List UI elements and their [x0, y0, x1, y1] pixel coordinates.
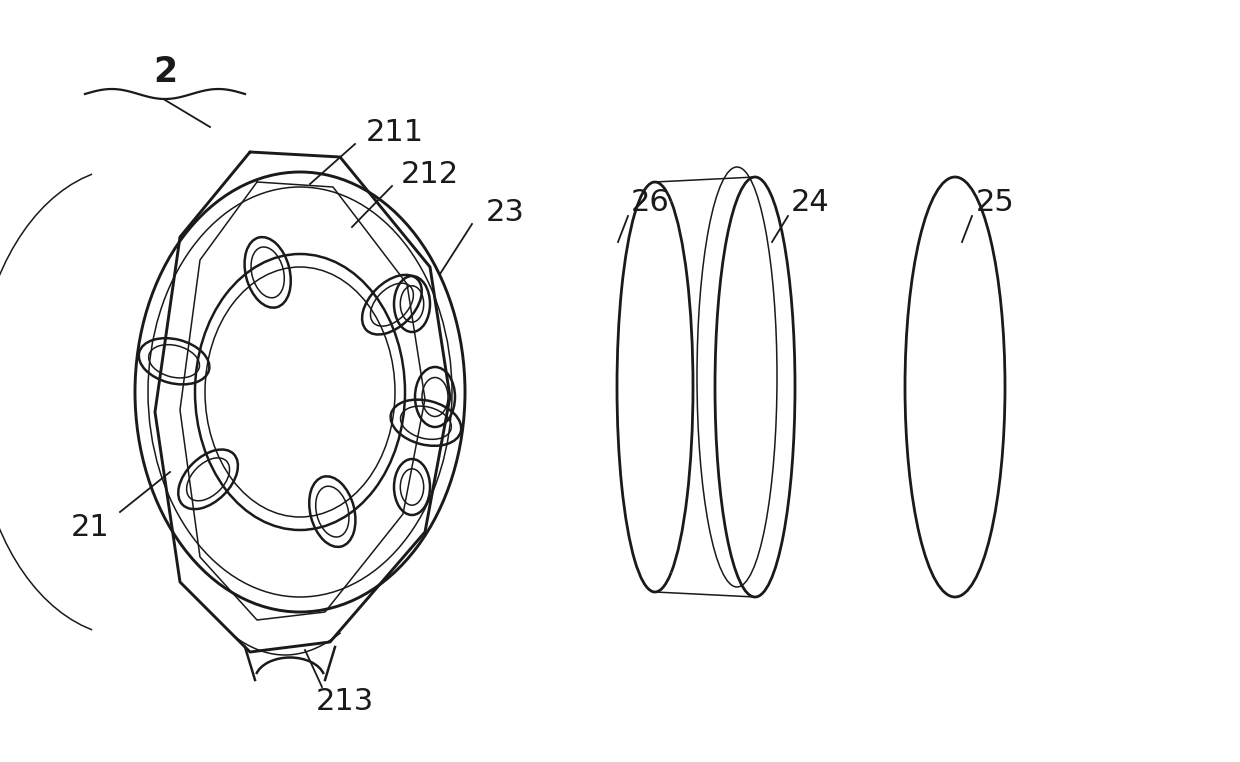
Text: 25: 25 [976, 187, 1014, 216]
Text: 213: 213 [316, 687, 374, 716]
Text: 26: 26 [631, 187, 670, 216]
Text: 23: 23 [486, 197, 525, 226]
Text: 21: 21 [71, 513, 109, 542]
Text: 24: 24 [791, 187, 830, 216]
Text: 211: 211 [366, 117, 424, 146]
Text: 2: 2 [153, 55, 177, 89]
Text: 212: 212 [401, 159, 459, 188]
